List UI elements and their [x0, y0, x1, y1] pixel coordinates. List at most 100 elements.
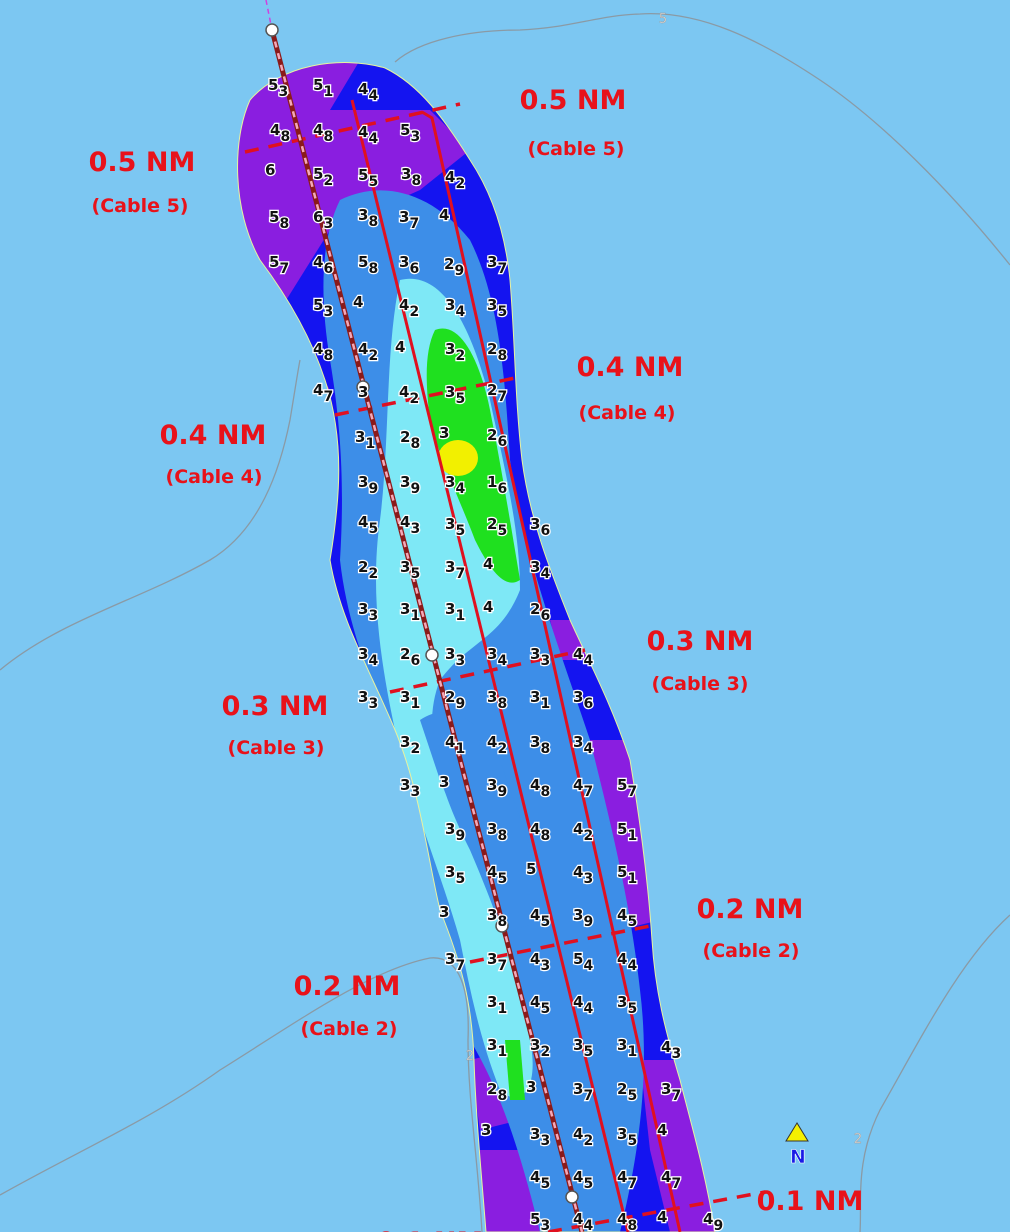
depth-sounding: 48 [313, 121, 333, 145]
waypoint-marker[interactable] [565, 1190, 579, 1204]
depth-sounding: 27 [487, 381, 507, 405]
depth-sounding: 47 [573, 776, 593, 800]
depth-sounding: 44 [573, 1210, 593, 1232]
depth-sounding: 3 [439, 424, 449, 442]
depth-sounding: 37 [661, 1080, 681, 1104]
cable-name-label: (Cable 5) [92, 195, 189, 217]
waypoint-marker[interactable] [495, 919, 509, 933]
depth-sounding: 35 [445, 383, 465, 407]
depth-sounding: 25 [617, 1080, 637, 1104]
cable-boundary-dashes [244, 102, 766, 1232]
depth-sounding: 34 [445, 473, 465, 497]
depth-sounding: 29 [445, 688, 465, 712]
depth-sounding: 58 [358, 253, 378, 277]
north-arrow-icon: N [785, 1122, 809, 1168]
depth-sounding: 34 [573, 733, 593, 757]
depth-sounding: 33 [400, 776, 420, 800]
depth-sounding: 41 [445, 733, 465, 757]
depth-sounding: 39 [573, 906, 593, 930]
depth-sounding: 53 [313, 296, 333, 320]
depth-sounding: 44 [358, 80, 378, 104]
depth-sounding: 45 [530, 906, 550, 930]
depth-sounding: 35 [617, 993, 637, 1017]
depth-sounding: 38 [401, 165, 421, 189]
depth-sounding: 42 [573, 1125, 593, 1149]
depth-sounding: 32 [400, 733, 420, 757]
cable-distance-label: 0.3 NM [222, 691, 329, 722]
depth-sounding: 49 [703, 1210, 723, 1232]
cable-corridor-lines [350, 99, 682, 1232]
waypoint-marker[interactable] [265, 23, 279, 37]
depth-sounding: 51 [617, 820, 637, 844]
depth-sounding: 4 [483, 555, 493, 573]
depth-sounding: 47 [661, 1168, 681, 1192]
depth-sounding: 3 [481, 1121, 491, 1139]
depth-sounding: 31 [355, 428, 375, 452]
contour-depth-label: 2 [854, 1132, 862, 1147]
depth-sounding: 3 [439, 773, 449, 791]
depth-sounding: 36 [399, 253, 419, 277]
depth-sounding: 52 [313, 165, 333, 189]
depth-sounding: 31 [487, 1036, 507, 1060]
depth-sounding: 3 [526, 1078, 536, 1096]
waypoint-marker[interactable] [425, 648, 439, 662]
cable-distance-label: 0.5 NM [89, 147, 196, 178]
depth-sounding: 31 [530, 688, 550, 712]
cable-name-label: (Cable 3) [652, 673, 749, 695]
depth-sounding: 44 [573, 993, 593, 1017]
depth-sounding: 44 [617, 950, 637, 974]
depth-sounding: 31 [487, 993, 507, 1017]
depth-sounding: 54 [573, 950, 593, 974]
depth-sounding: 46 [313, 253, 333, 277]
depth-sounding: 3 [358, 383, 368, 401]
depth-sounding: 47 [313, 381, 333, 405]
cable-distance-label: 0.5 NM [520, 85, 627, 116]
cable-distance-label: 0.3 NM [647, 626, 754, 657]
depth-sounding: 43 [573, 863, 593, 887]
depth-sounding: 31 [400, 688, 420, 712]
depth-sounding: 42 [358, 340, 378, 364]
contour-depth-label: 5 [659, 12, 667, 27]
depth-sounding: 4 [657, 1121, 667, 1139]
depth-sounding: 42 [399, 383, 419, 407]
depth-sounding: 37 [573, 1080, 593, 1104]
depth-sounding: 37 [487, 950, 507, 974]
depth-sounding: 4 [657, 1208, 667, 1226]
depth-sounding: 35 [487, 296, 507, 320]
cable-name-label: (Cable 5) [528, 138, 625, 160]
route-waypoints [265, 23, 579, 1204]
depth-sounding: 31 [400, 600, 420, 624]
depth-sounding: 43 [530, 950, 550, 974]
depth-sounding: 36 [530, 515, 550, 539]
depth-sounding: 3 [439, 903, 449, 921]
depth-sounding: 43 [400, 513, 420, 537]
depth-sounding: 53 [530, 1210, 550, 1232]
depth-sounding: 37 [445, 558, 465, 582]
depth-sounding: 28 [400, 428, 420, 452]
depth-sounding: 58 [269, 208, 289, 232]
depth-sounding: 39 [358, 473, 378, 497]
depth-sounding: 42 [573, 820, 593, 844]
depth-sounding: 38 [358, 206, 378, 230]
depth-sounding: 53 [400, 121, 420, 145]
cable-distance-labels: 0.5 NM (Cable 5) 0.5 NM (Cable 5) 0.4 NM (Cab… [89, 85, 864, 1232]
cable-name-label: (Cable 2) [703, 940, 800, 962]
depth-sounding: 37 [399, 208, 419, 232]
waypoint-marker[interactable] [356, 380, 370, 394]
depth-sounding: 4 [439, 206, 449, 224]
depth-sounding: 55 [358, 166, 378, 190]
depth-sounding: 33 [358, 600, 378, 624]
depth-sounding: 38 [487, 820, 507, 844]
depth-sounding: 48 [617, 1210, 637, 1232]
depth-sounding: 26 [400, 645, 420, 669]
route-line [265, 0, 585, 1232]
depth-sounding: 35 [573, 1036, 593, 1060]
depth-sounding: 47 [617, 1168, 637, 1192]
depth-sounding: 35 [617, 1125, 637, 1149]
depth-sounding: 39 [400, 473, 420, 497]
cable-distance-label: 0.4 NM [160, 420, 267, 451]
depth-sounding: 16 [487, 473, 507, 497]
depth-sounding: 31 [445, 600, 465, 624]
